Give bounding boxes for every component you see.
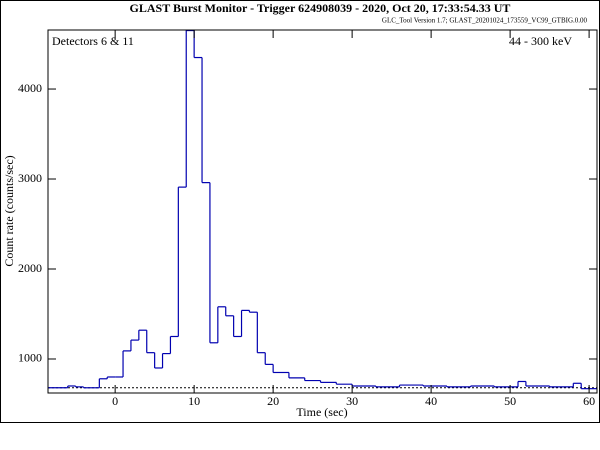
y-tick-label: 4000: [18, 81, 42, 95]
x-tick-label: 0: [112, 394, 118, 408]
y-axis-label: Count rate (counts/sec): [2, 155, 16, 266]
x-tick-label: 30: [346, 394, 358, 408]
x-tick-label: 50: [504, 394, 516, 408]
x-tick-label: 60: [583, 394, 595, 408]
x-tick-label: 20: [267, 394, 279, 408]
figure-frame: [0, 0, 600, 423]
annotation: Detectors 6 & 11: [52, 34, 134, 48]
chart-title: GLAST Burst Monitor - Trigger 624908039 …: [130, 1, 511, 15]
chart-subtitle: GLC_Tool Version 1.7; GLAST_20201024_173…: [382, 17, 588, 25]
x-axis-label: Time (sec): [296, 405, 347, 419]
x-tick-label: 40: [425, 394, 437, 408]
plot-frame: [47, 29, 598, 394]
y-tick-label: 1000: [18, 351, 42, 365]
x-tick-label: 10: [188, 394, 200, 408]
y-tick-label: 3000: [18, 171, 42, 185]
y-tick-label: 2000: [18, 261, 42, 275]
annotation: 44 - 300 keV: [509, 34, 572, 48]
